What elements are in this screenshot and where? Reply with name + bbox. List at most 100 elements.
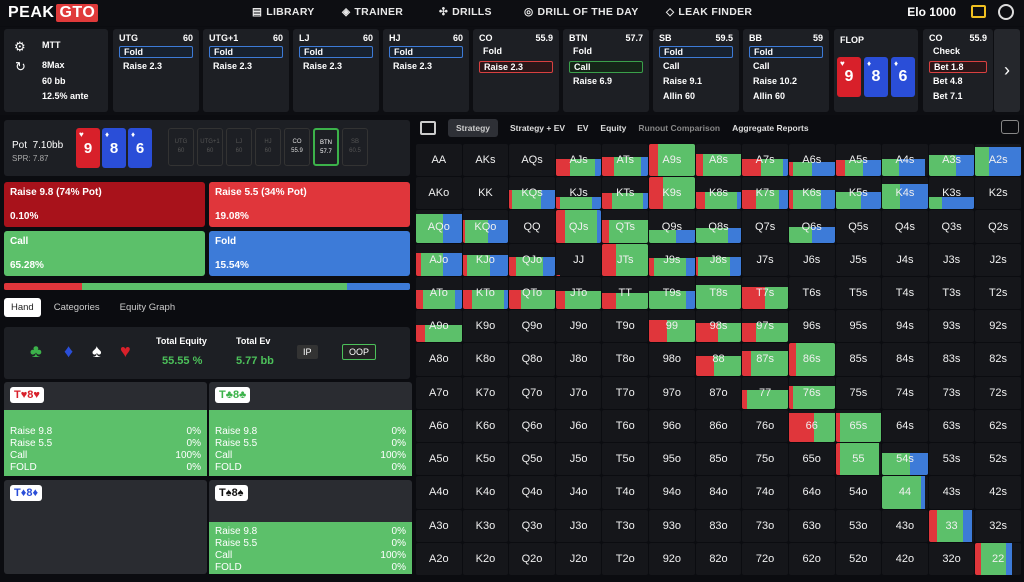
range-cell-k5o[interactable]: K5o <box>462 443 509 476</box>
range-cell-qjs[interactable]: QJs <box>555 210 602 243</box>
range-cell-t2o[interactable]: T2o <box>602 542 649 575</box>
range-cell-66[interactable]: 66 <box>788 409 835 443</box>
range-cell-ajo[interactable]: AJo <box>416 243 462 276</box>
range-cell-k6o[interactable]: K6o <box>462 409 509 443</box>
strategy-option-1[interactable]: Raise 5.5 (34% Pot) 19.08% <box>209 182 410 227</box>
camera-icon[interactable] <box>1001 120 1019 134</box>
tab-equity-graph[interactable]: Equity Graph <box>119 302 176 313</box>
seat-sb[interactable]: SB 60.5 <box>342 128 368 166</box>
range-cell-94o[interactable]: 94o <box>649 476 695 509</box>
scroll-right-button[interactable]: › <box>994 29 1020 112</box>
range-cell-j4s[interactable]: J4s <box>882 243 928 276</box>
range-cell-94s[interactable]: 94s <box>882 310 928 343</box>
position-card-hj[interactable]: HJ 60 Fold Raise 2.3 <box>383 29 469 112</box>
right-tab-1[interactable]: Strategy + EV <box>510 123 566 133</box>
action-option[interactable]: Raise 2.3 <box>123 61 163 71</box>
chat-icon[interactable] <box>971 5 986 18</box>
action-option[interactable]: Raise 2.3 <box>479 61 553 73</box>
nav-drill-of-the-day[interactable]: ◎ DRILL OF THE DAY <box>524 6 639 18</box>
range-cell-k5s[interactable]: K5s <box>835 177 882 210</box>
diamond-icon[interactable]: ♦ <box>64 341 74 361</box>
range-cell-q5o[interactable]: Q5o <box>509 443 555 476</box>
action-option[interactable]: Fold <box>119 46 193 58</box>
seat-utgp1[interactable]: UTG+1 60 <box>197 128 223 166</box>
range-cell-q4o[interactable]: Q4o <box>509 476 555 509</box>
range-cell-t5o[interactable]: T5o <box>602 443 649 476</box>
range-cell-43o[interactable]: 43o <box>882 509 928 542</box>
range-cell-87o[interactable]: 87o <box>695 376 742 409</box>
range-cell-99[interactable]: 99 <box>649 310 695 343</box>
range-cell-j3s[interactable]: J3s <box>928 243 975 276</box>
range-cell-83o[interactable]: 83o <box>695 509 742 542</box>
range-cell-54s[interactable]: 54s <box>882 443 928 476</box>
right-tab-5[interactable]: Aggregate Reports <box>732 123 809 133</box>
range-cell-kqs[interactable]: KQs <box>509 177 555 210</box>
range-cell-55[interactable]: 55 <box>835 443 882 476</box>
range-cell-98o[interactable]: 98o <box>649 343 695 376</box>
combo-card[interactable]: T♦8♦ <box>4 480 207 574</box>
range-cell-t9o[interactable]: T9o <box>602 310 649 343</box>
range-cell-jts[interactable]: JTs <box>602 243 649 276</box>
range-cell-j5s[interactable]: J5s <box>835 243 882 276</box>
action-option[interactable]: Raise 2.3 <box>213 61 253 71</box>
range-cell-aa[interactable]: AA <box>416 144 462 177</box>
heart-icon[interactable]: ♥ <box>120 341 131 361</box>
position-card-sb[interactable]: SB 59.5 Fold Call Raise 9.1 Allin 60 <box>653 29 739 112</box>
range-cell-73o[interactable]: 73o <box>742 509 788 542</box>
range-cell-82o[interactable]: 82o <box>695 542 742 575</box>
range-cell-98s[interactable]: 98s <box>695 310 742 343</box>
range-cell-q9s[interactable]: Q9s <box>649 210 695 243</box>
action-option[interactable]: Allin 60 <box>663 91 696 101</box>
range-cell-a8o[interactable]: A8o <box>416 343 462 376</box>
range-cell-j6s[interactable]: J6s <box>788 243 835 276</box>
action-option[interactable]: Call <box>663 61 680 71</box>
range-cell-82s[interactable]: 82s <box>975 343 1021 376</box>
range-cell-72o[interactable]: 72o <box>742 542 788 575</box>
seat-btn[interactable]: BTN 57.7 <box>313 128 339 166</box>
range-cell-75s[interactable]: 75s <box>835 376 882 409</box>
range-cell-84s[interactable]: 84s <box>882 343 928 376</box>
range-cell-62s[interactable]: 62s <box>975 409 1021 443</box>
position-card-co[interactable]: CO 55.9 Fold Raise 2.3 <box>473 29 559 112</box>
range-cell-q5s[interactable]: Q5s <box>835 210 882 243</box>
range-cell-q8s[interactable]: Q8s <box>695 210 742 243</box>
action-option[interactable]: Bet 4.8 <box>933 76 963 86</box>
range-cell-kjo[interactable]: KJo <box>462 243 509 276</box>
action-option[interactable]: Allin 60 <box>753 91 786 101</box>
range-cell-86o[interactable]: 86o <box>695 409 742 443</box>
range-cell-t4o[interactable]: T4o <box>602 476 649 509</box>
action-option[interactable]: Bet 1.8 <box>929 61 987 73</box>
range-cell-j4o[interactable]: J4o <box>555 476 602 509</box>
range-cell-42o[interactable]: 42o <box>882 542 928 575</box>
range-cell-qto[interactable]: QTo <box>509 276 555 310</box>
range-cell-a9o[interactable]: A9o <box>416 310 462 343</box>
flop-card[interactable]: FLOP ♥ 9 ♦ 8 ♦ 6 <box>834 29 918 112</box>
action-option[interactable]: Raise 2.3 <box>303 61 343 71</box>
range-cell-q6s[interactable]: Q6s <box>788 210 835 243</box>
range-cell-a4s[interactable]: A4s <box>882 144 928 177</box>
range-cell-j6o[interactable]: J6o <box>555 409 602 443</box>
right-tab-0[interactable]: Strategy <box>448 119 499 137</box>
range-cell-52o[interactable]: 52o <box>835 542 882 575</box>
range-cell-63o[interactable]: 63o <box>788 509 835 542</box>
action-option[interactable]: Raise 10.2 <box>753 76 798 86</box>
range-cell-97s[interactable]: 97s <box>742 310 788 343</box>
range-cell-aqo[interactable]: AQo <box>416 210 462 243</box>
range-cell-k8s[interactable]: K8s <box>695 177 742 210</box>
range-cell-a3o[interactable]: A3o <box>416 509 462 542</box>
right-tab-2[interactable]: EV <box>577 123 589 133</box>
range-cell-84o[interactable]: 84o <box>695 476 742 509</box>
range-cell-q9o[interactable]: Q9o <box>509 310 555 343</box>
strategy-option-3[interactable]: Fold 15.54% <box>209 231 410 276</box>
range-cell-a6s[interactable]: A6s <box>788 144 835 177</box>
range-cell-33[interactable]: 33 <box>928 509 975 542</box>
range-cell-76s[interactable]: 76s <box>788 376 835 409</box>
range-cell-j5o[interactable]: J5o <box>555 443 602 476</box>
strategy-option-2[interactable]: Call 65.28% <box>4 231 205 276</box>
range-cell-kts[interactable]: KTs <box>602 177 649 210</box>
right-tab-3[interactable]: Equity <box>600 123 627 133</box>
nav-drills[interactable]: ✣ DRILLS <box>439 6 492 18</box>
combo-card[interactable]: T♥8♥ Raise 9.8 0% Raise 5.5 0% Call 100% FOLD 0% <box>4 382 207 476</box>
range-cell-64o[interactable]: 64o <box>788 476 835 509</box>
combo-card[interactable]: T♠8♠ Raise 9.8 0% Raise 5.5 0% Call 100% FOLD 0% <box>209 480 412 574</box>
